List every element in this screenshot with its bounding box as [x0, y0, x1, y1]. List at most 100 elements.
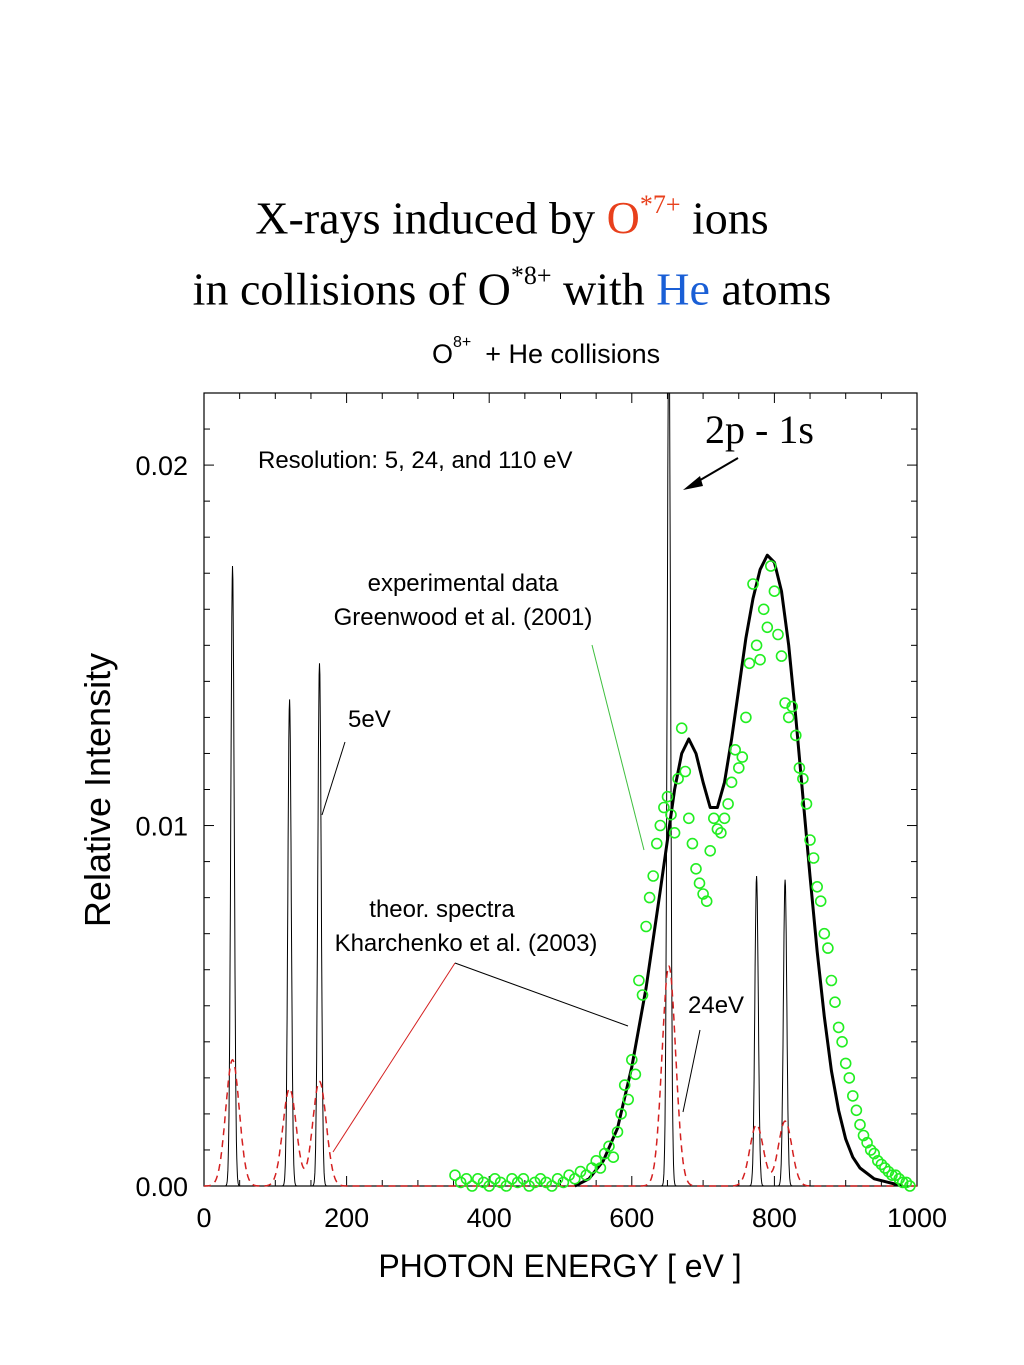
- experimental-point: [454, 1176, 467, 1189]
- y-tick-label: 0.01: [135, 812, 188, 842]
- x-axis-label: PHOTON ENERGY [ eV ]: [378, 1248, 741, 1284]
- experimental-point: [900, 1176, 913, 1189]
- experimental-point: [654, 819, 667, 832]
- experimental-point: [618, 1079, 631, 1091]
- experimental-point: [557, 1176, 570, 1189]
- experimental-point: [761, 621, 774, 634]
- experimental-point: [607, 1151, 620, 1163]
- experimental-point: [594, 1162, 607, 1174]
- experimental-point: [563, 1169, 575, 1181]
- experimental-point: [546, 1180, 558, 1192]
- experimental-point: [506, 1173, 518, 1185]
- experimental-point: [489, 1173, 501, 1185]
- experimental-point: [460, 1173, 473, 1185]
- experimental-point: [786, 700, 799, 713]
- slide-title: X-rays induced by O*7+ ions in collision…: [0, 178, 1024, 321]
- experimental-point: [807, 852, 820, 864]
- experimental-point: [675, 722, 688, 735]
- experimental-point: [789, 729, 802, 742]
- res5-pointer: [321, 741, 346, 816]
- experimental-point: [829, 996, 841, 1009]
- slide-title-line2: in collisions of O*8+ with He atoms: [0, 249, 1024, 320]
- experimental-point: [846, 1090, 859, 1102]
- experimental-point: [540, 1176, 553, 1189]
- x-tick-label: 800: [752, 1203, 797, 1233]
- experimental-point: [661, 790, 674, 803]
- experimental-point: [814, 895, 827, 908]
- experimental-point: [904, 1180, 916, 1192]
- experimental-point: [672, 772, 684, 785]
- experimental-point: [836, 1036, 848, 1048]
- experimental-point: [854, 1118, 866, 1131]
- y-tick-labels: 0.00 0.01 0.02: [135, 451, 188, 1202]
- experimental-point: [757, 603, 770, 616]
- x-tick-label: 400: [467, 1203, 512, 1233]
- theor-label-line1: theor. spectra: [369, 896, 515, 923]
- experimental-point: [772, 628, 784, 641]
- experimental-point: [693, 877, 706, 890]
- experimental-point: [707, 812, 720, 825]
- axis-ticks: [203, 392, 918, 1187]
- experimental-point: [668, 826, 681, 839]
- experimental-point: [483, 1180, 496, 1192]
- experimental-point: [893, 1173, 906, 1185]
- experimental-point: [839, 1057, 852, 1070]
- experimental-point: [580, 1169, 593, 1181]
- resolution-annotation: Resolution: 5, 24, and 110 eV: [258, 447, 572, 474]
- slide-title-line1: X-rays induced by O*7+ ions: [0, 178, 1024, 249]
- experimental-point: [818, 927, 831, 940]
- experimental-point: [864, 1144, 877, 1156]
- experimental-point: [534, 1173, 547, 1185]
- experimental-point: [743, 657, 756, 670]
- experimental-point: [882, 1165, 895, 1178]
- experimental-point: [665, 808, 677, 821]
- experimental-point: [647, 870, 660, 882]
- x-tick-label: 0: [196, 1203, 211, 1233]
- experimental-point: [764, 560, 777, 572]
- experimental-point: [722, 798, 734, 810]
- experimental-point: [494, 1176, 507, 1189]
- experimental-point: [625, 1054, 638, 1066]
- experimental-point: [574, 1165, 587, 1178]
- experimental-point: [517, 1173, 530, 1185]
- theor-pointer-red: [332, 962, 456, 1153]
- experimental-point: [622, 1093, 635, 1106]
- experimental-point: [800, 798, 813, 810]
- chart-title-rest: + He collisions: [485, 339, 660, 369]
- experimental-point: [640, 920, 652, 933]
- experimental-point: [643, 891, 656, 904]
- experimental-point: [725, 776, 738, 789]
- title-text: with: [551, 263, 657, 315]
- experimental-point: [686, 837, 699, 850]
- experimental-point: [747, 578, 759, 590]
- experimental-point: [679, 765, 692, 778]
- x-tick-label: 1000: [887, 1203, 947, 1233]
- experimental-point: [511, 1176, 524, 1189]
- ion-label: O*7+: [606, 190, 681, 244]
- experimental-point: [875, 1158, 888, 1171]
- experimental-point: [718, 812, 731, 825]
- experimental-point: [466, 1180, 478, 1192]
- experimental-point: [682, 812, 695, 825]
- experimental-point: [754, 653, 766, 666]
- experimental-point: [568, 1173, 581, 1185]
- res5-label: 5eV: [348, 706, 391, 733]
- experimental-point: [711, 823, 724, 835]
- experimental-point: [811, 880, 824, 893]
- y-tick-label: 0.00: [135, 1172, 188, 1202]
- experimental-point: [615, 1108, 627, 1120]
- experimental-point: [850, 1104, 863, 1117]
- theor-pointer-black: [454, 962, 629, 1027]
- experimental-point: [500, 1180, 513, 1192]
- res24-label: 24eV: [688, 992, 744, 1019]
- experimental-point: [832, 1021, 845, 1034]
- experimental-point: [825, 974, 838, 987]
- theory-5ev-line: [204, 392, 917, 1187]
- experimental-point: [603, 1140, 615, 1153]
- experimental-point: [871, 1155, 884, 1167]
- x-tick-label: 600: [609, 1203, 654, 1233]
- x-tick-label: 200: [324, 1203, 369, 1233]
- experimental-point: [704, 844, 717, 857]
- experimental-point: [636, 989, 649, 1001]
- theory-110ev-line: [574, 553, 904, 1188]
